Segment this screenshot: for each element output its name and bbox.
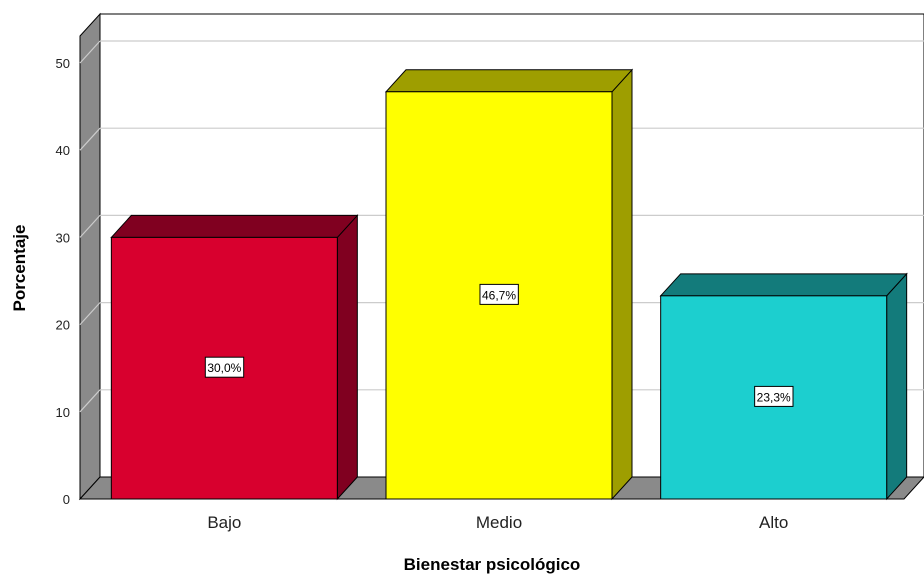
- data-label-box: [754, 385, 794, 407]
- data-label-box: [204, 356, 245, 378]
- data-labels: 30,0% 46,7% 23,3%: [204, 283, 794, 407]
- bar-top: [384, 69, 634, 93]
- bar-bajo: [110, 214, 359, 501]
- x-category-label: Medio: [476, 513, 522, 532]
- data-label-text: 30,0%: [207, 361, 241, 375]
- data-label-box: [479, 283, 519, 305]
- bar-side: [611, 68, 633, 501]
- gridline-side-10: [79, 389, 101, 413]
- gridline-side-40: [79, 127, 101, 151]
- data-label: 46,7%: [479, 283, 519, 305]
- bar-top: [659, 273, 908, 297]
- y-tick-label: 20: [56, 318, 70, 333]
- side-wall: [79, 12, 101, 501]
- x-category-label: Bajo: [207, 513, 241, 532]
- data-label: 30,0%: [204, 356, 245, 378]
- bar-side: [336, 214, 358, 501]
- x-category-label: Alto: [759, 513, 788, 532]
- gridline-side-30: [79, 214, 101, 238]
- x-axis-title: Bienestar psicológico: [404, 555, 581, 574]
- y-axis-title: Porcentaje: [10, 225, 29, 312]
- y-tick-label: 50: [56, 56, 70, 71]
- y-axis-ticks: 0 10 20 30 40 50: [56, 56, 70, 507]
- gridline-side-20: [79, 302, 101, 326]
- y-tick-label: 30: [56, 230, 70, 245]
- x-axis-categories: Bajo Medio Alto: [207, 513, 788, 532]
- bar-side: [886, 272, 908, 501]
- y-tick-label: 40: [56, 143, 70, 158]
- data-label: 23,3%: [754, 385, 794, 407]
- bar-top: [110, 214, 359, 238]
- data-label-text: 23,3%: [757, 390, 791, 404]
- y-tick-label: 0: [63, 492, 70, 507]
- bars: [110, 68, 908, 501]
- gridline-side-50: [79, 40, 101, 64]
- data-label-text: 46,7%: [482, 288, 516, 302]
- y-tick-label: 10: [56, 405, 70, 420]
